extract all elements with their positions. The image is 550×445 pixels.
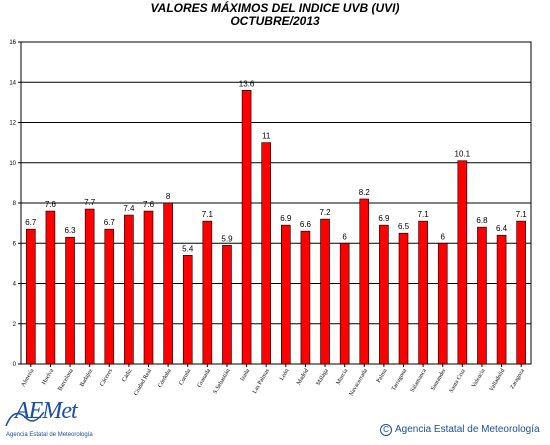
y-tick-label: 10 (9, 161, 16, 167)
x-category-label: Granada (197, 368, 213, 389)
aemet-logo-text: AEMet (15, 398, 78, 424)
x-category-label: Badajoz (79, 368, 94, 388)
data-label: 6.5 (398, 222, 410, 231)
bar (516, 220, 526, 365)
bar (202, 220, 213, 365)
data-label: 5.9 (221, 234, 233, 243)
x-category-label: León (279, 368, 290, 382)
x-category-label: Zaragoza (510, 368, 527, 391)
bar (143, 210, 154, 365)
aemet-logo-subtitle: Agencia Estatal de Meteorología (6, 432, 93, 438)
bar (104, 228, 115, 365)
bar (339, 242, 350, 365)
data-label: 7.1 (202, 210, 214, 219)
x-category-label: Izaña (240, 368, 252, 383)
data-label: 6.6 (300, 220, 312, 229)
x-category-label: Barcelona (57, 368, 75, 392)
bar (84, 208, 95, 365)
bar (379, 224, 389, 365)
copyright-notice: C Agencia Estatal de Meteorología (380, 424, 540, 436)
data-label: 13.6 (239, 79, 255, 88)
bar (26, 228, 36, 365)
bar (222, 244, 232, 365)
data-label: 10.1 (455, 150, 471, 159)
chart-title: VALORES MÁXIMOS DEL INDICE UVB (UVI) (150, 1, 400, 15)
data-label: 6.9 (280, 214, 292, 223)
x-category-label: Cádiz (121, 368, 133, 383)
x-category-label: Almería (21, 368, 36, 388)
y-tick-label: 16 (9, 40, 16, 46)
data-label: 7.2 (319, 208, 331, 217)
chart-subtitle: OCTUBRE/2013 (230, 14, 320, 28)
bar (398, 232, 409, 365)
bar (457, 160, 468, 365)
bar (477, 226, 487, 365)
data-label: 7.6 (143, 200, 155, 209)
y-tick-label: 8 (13, 201, 17, 207)
x-category-label: Santander (430, 368, 447, 392)
data-label: 6.4 (496, 224, 508, 233)
data-label: 7.1 (418, 210, 430, 219)
data-label: 6 (342, 232, 347, 241)
copyright-text: Agencia Estatal de Meteorología (395, 424, 540, 435)
data-label: 6 (441, 232, 446, 241)
data-label: 6.9 (378, 214, 390, 223)
y-tick-label: 2 (13, 322, 17, 328)
x-category-label: Palma (376, 368, 389, 384)
x-category-label: Coruña (178, 368, 192, 387)
data-label: 7.4 (123, 204, 135, 213)
x-category-label: Tarragona (391, 368, 408, 392)
x-category-label: Valencia (471, 368, 487, 389)
copyright-icon: C (380, 424, 392, 436)
x-category-label: Murcia (336, 368, 350, 386)
data-label: 11 (262, 132, 271, 141)
data-label: 6.7 (104, 218, 116, 227)
bar (359, 198, 370, 365)
bar (124, 214, 134, 365)
data-label: 7.7 (84, 198, 96, 207)
bar (261, 142, 271, 365)
bar (281, 224, 291, 365)
data-label: 8 (166, 192, 171, 201)
x-category-label: Madrid (296, 368, 310, 386)
data-label: 6.8 (476, 216, 488, 225)
data-label: 7.6 (45, 200, 57, 209)
x-category-label: Valladolid (489, 368, 507, 392)
x-category-label: Salamanca (410, 368, 428, 394)
x-category-label: Cáceres (99, 367, 114, 387)
bar (320, 218, 330, 365)
x-category-label: Navacerrada (349, 368, 370, 398)
x-category-label: Málaga (316, 368, 330, 387)
bar (496, 234, 507, 365)
x-category-label: Santa Cruz (449, 368, 468, 394)
bar (241, 90, 252, 365)
y-tick-label: 6 (13, 241, 17, 247)
bar (65, 236, 75, 365)
x-category-label: Huelva (41, 368, 55, 386)
x-category-label: Ciudad Real (133, 368, 153, 397)
bar (182, 255, 193, 365)
y-tick-label: 12 (9, 121, 16, 127)
bar (418, 220, 428, 365)
y-tick-label: 0 (13, 362, 17, 368)
bar (45, 210, 56, 365)
x-category-label: S.Sebastián (213, 368, 232, 395)
bar (437, 242, 448, 365)
aemet-logo-icon (5, 411, 45, 427)
x-category-label: Las Palmas (252, 367, 271, 394)
y-tick-label: 14 (9, 80, 16, 86)
data-label: 6.7 (25, 218, 37, 227)
data-label: 7.1 (516, 210, 528, 219)
y-tick-label: 4 (13, 282, 17, 288)
data-label: 8.2 (359, 188, 371, 197)
x-category-label: Córdoba (157, 368, 173, 389)
bar (163, 202, 173, 365)
data-label: 5.4 (182, 244, 194, 253)
data-label: 6.3 (64, 226, 76, 235)
bar (300, 230, 311, 365)
